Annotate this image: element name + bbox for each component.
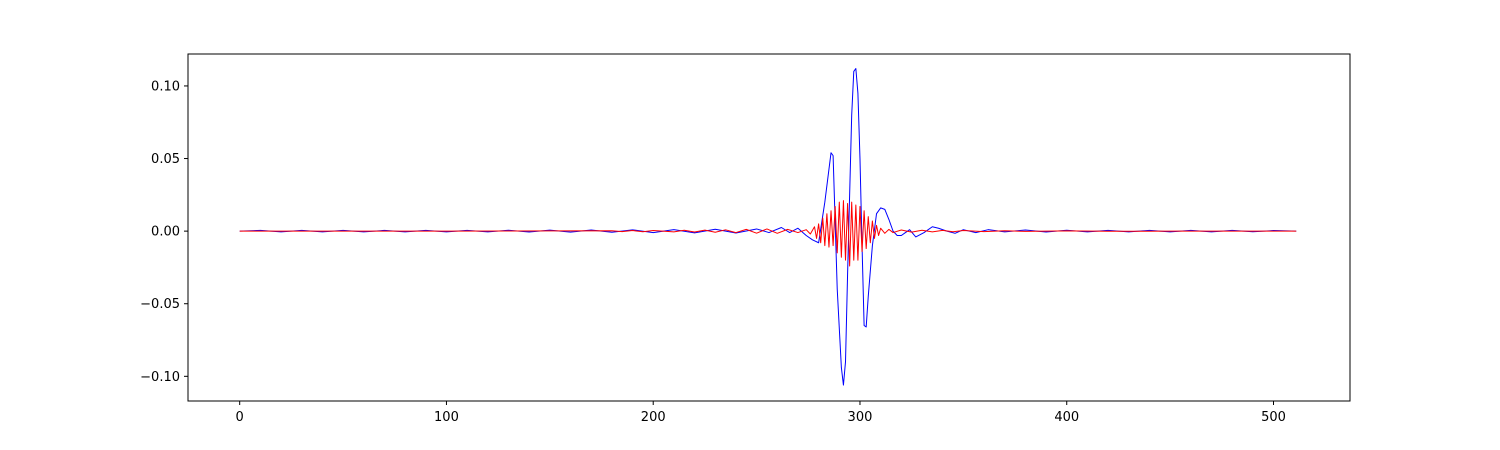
axes-frame xyxy=(187,53,1351,402)
y-tick-label: −0.10 xyxy=(140,370,180,385)
x-tick-label: 0 xyxy=(236,410,244,425)
plot-background xyxy=(188,54,1350,401)
series-line-1 xyxy=(239,200,1297,267)
y-axis: −0.10 −0.05 0.00 0.05 0.10 xyxy=(140,79,188,385)
x-tick-label: 200 xyxy=(641,410,666,425)
x-axis: 0 100 200 300 400 500 xyxy=(236,401,1286,425)
x-tick-label: 400 xyxy=(1054,410,1079,425)
x-tick-label: 100 xyxy=(434,410,459,425)
x-tick-label: 300 xyxy=(848,410,873,425)
series-layer xyxy=(239,68,1297,386)
y-tick-label: 0.10 xyxy=(151,79,180,94)
y-tick-label: −0.05 xyxy=(140,297,180,312)
series-line-0 xyxy=(239,68,1297,386)
y-tick-label: 0.00 xyxy=(151,225,180,240)
y-tick-label: 0.05 xyxy=(151,152,180,167)
x-tick-label: 500 xyxy=(1261,410,1286,425)
